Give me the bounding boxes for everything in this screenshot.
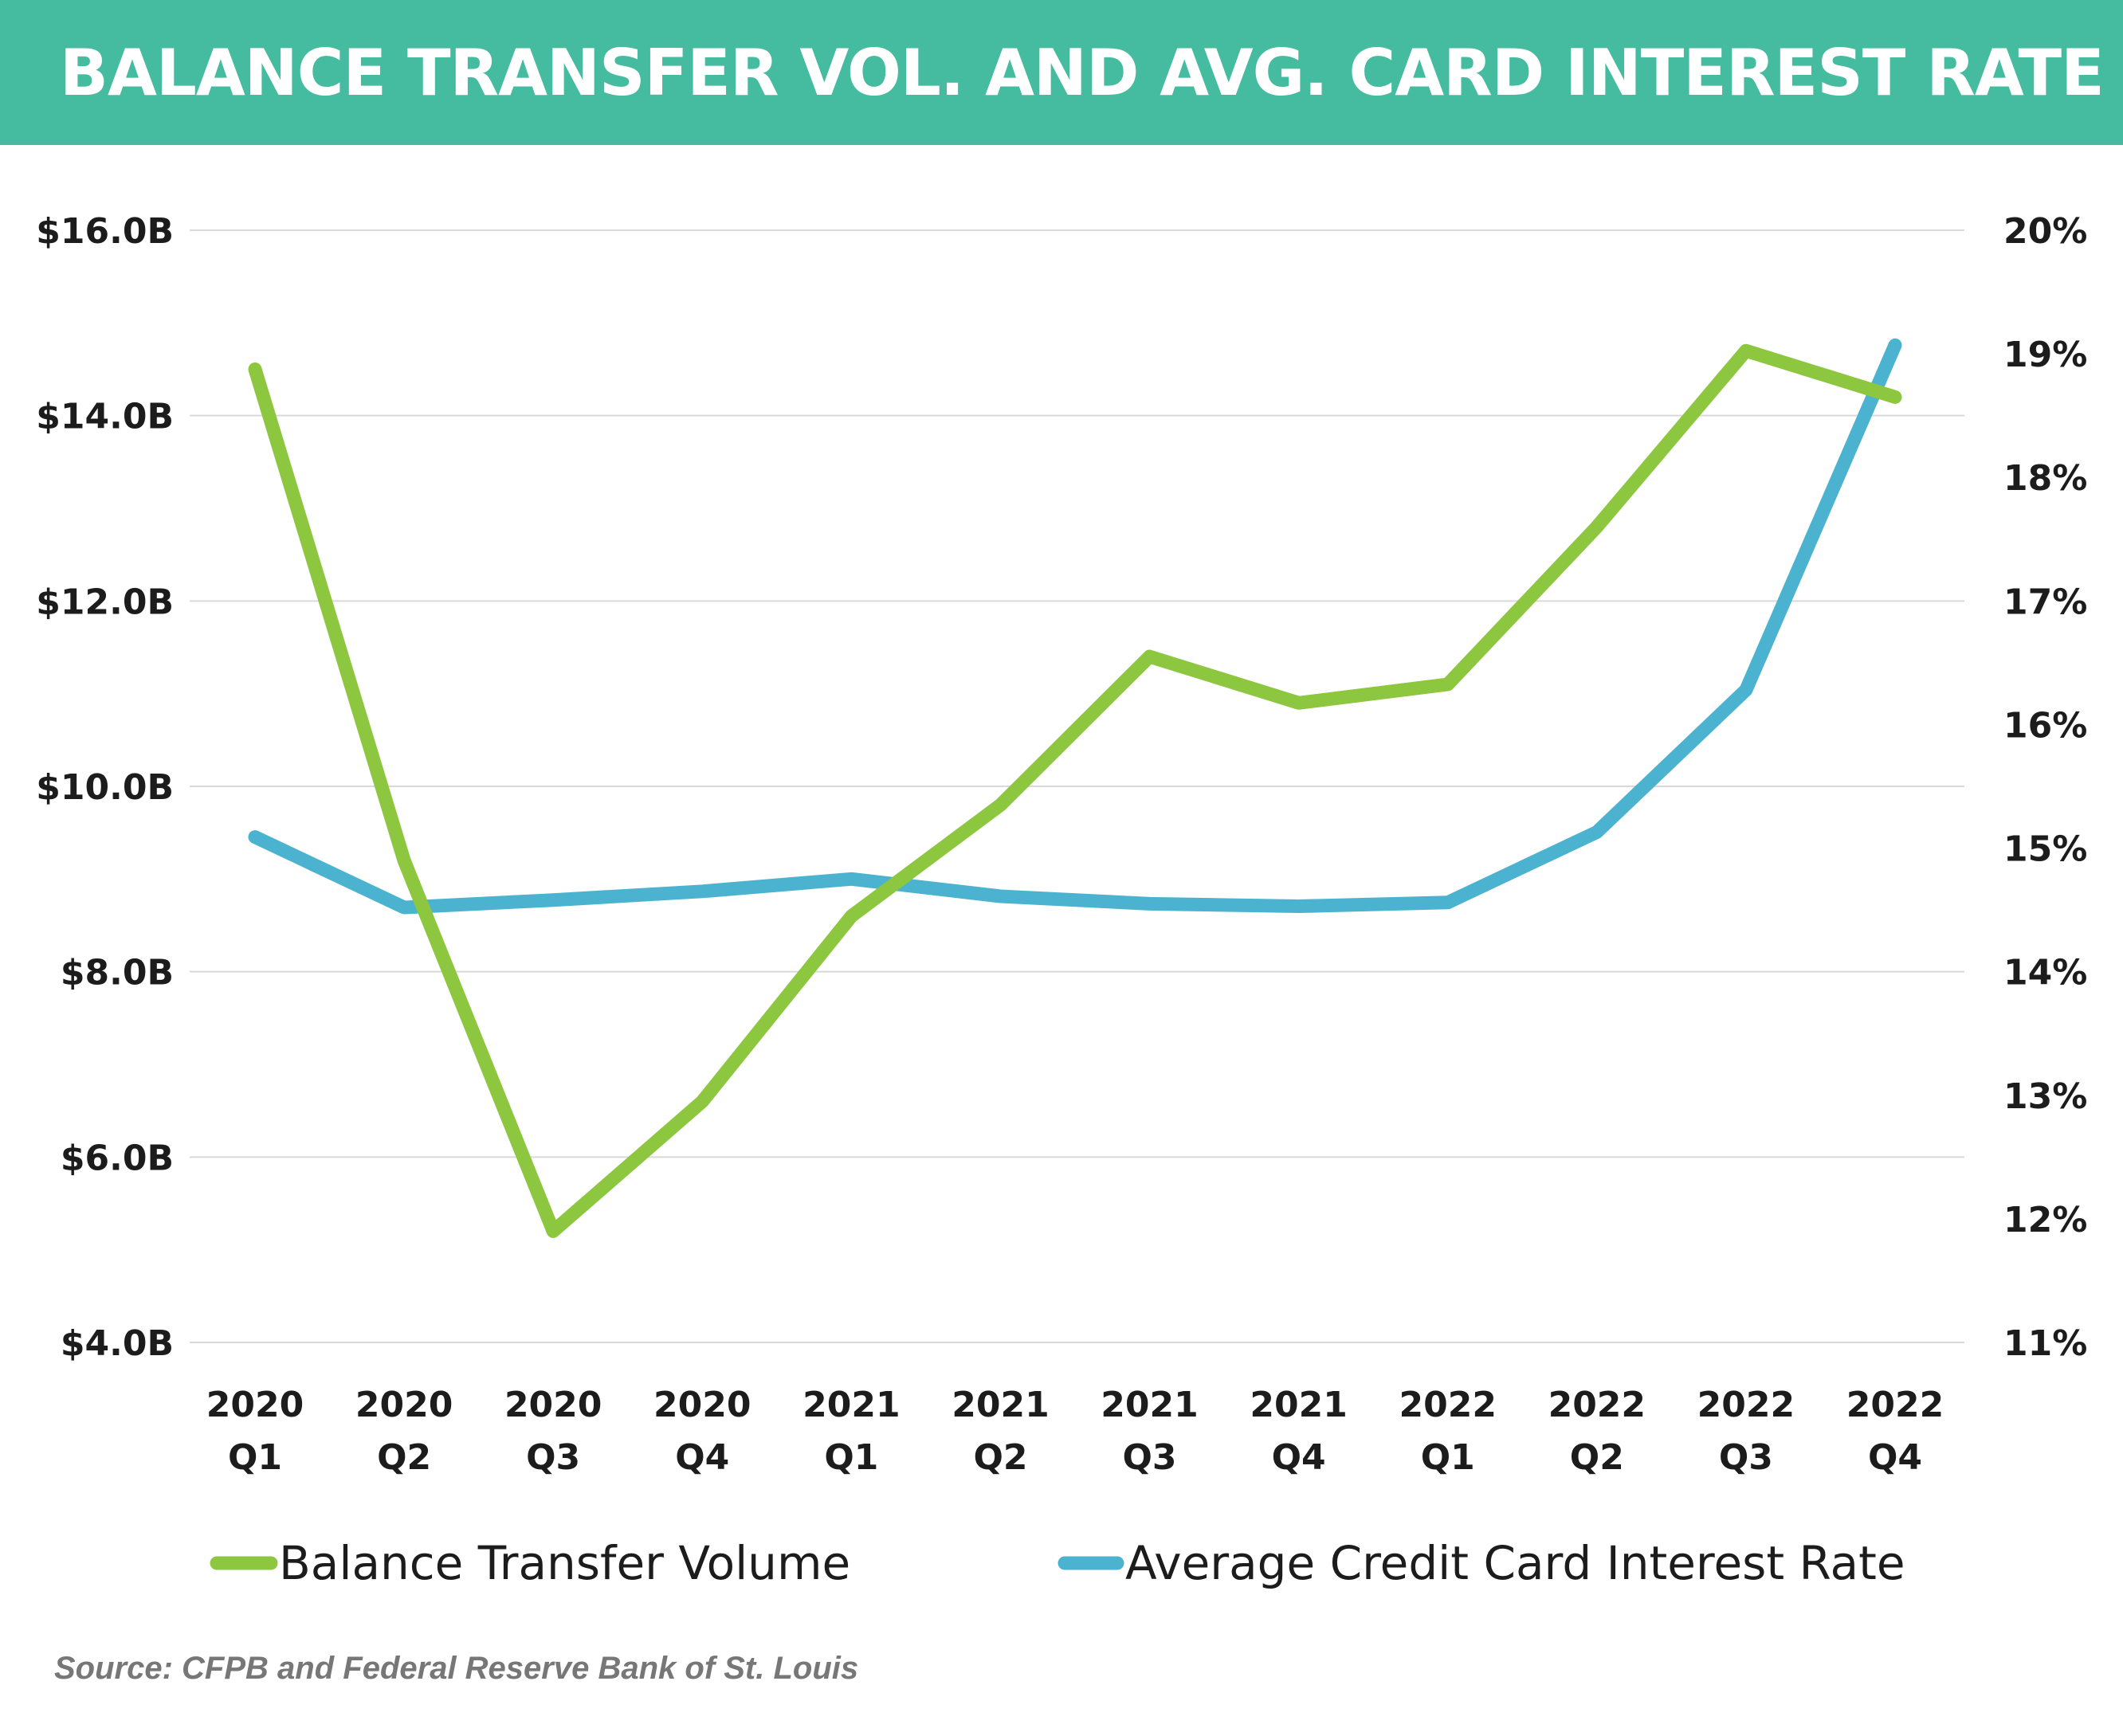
x-tick-label-year-1: 2020 bbox=[355, 1385, 453, 1425]
series-1-point-11 bbox=[1895, 345, 1896, 346]
x-tick-label-year-3: 2020 bbox=[653, 1385, 751, 1425]
x-tick-label-quarter-5: Q2 bbox=[973, 1437, 1027, 1478]
series-1-point-1 bbox=[404, 907, 405, 908]
x-tick-label-year-11: 2022 bbox=[1846, 1385, 1944, 1425]
series-1-point-5 bbox=[1000, 896, 1001, 897]
left-tick-label-2: $8.0B bbox=[61, 953, 174, 993]
series-1-point-6 bbox=[1149, 903, 1150, 904]
right-tick-label-6: 17% bbox=[2003, 582, 2087, 622]
x-tick-label-quarter-7: Q4 bbox=[1272, 1437, 1326, 1478]
x-tick-label-quarter-11: Q4 bbox=[1868, 1437, 1922, 1478]
x-tick-label-year-0: 2020 bbox=[206, 1385, 304, 1425]
x-tick-label-year-7: 2021 bbox=[1250, 1385, 1347, 1425]
x-tick-label-year-10: 2022 bbox=[1697, 1385, 1795, 1425]
series-0-point-11 bbox=[1895, 397, 1896, 398]
legend-label-1: Average Credit Card Interest Rate bbox=[1125, 1536, 1905, 1590]
series-1-point-4 bbox=[851, 879, 852, 880]
x-tick-label-year-5: 2021 bbox=[952, 1385, 1049, 1425]
x-tick-label-quarter-1: Q2 bbox=[377, 1437, 431, 1478]
x-tick-label-quarter-6: Q3 bbox=[1123, 1437, 1177, 1478]
series-1-point-9 bbox=[1596, 832, 1597, 833]
series-1-point-7 bbox=[1298, 906, 1299, 907]
right-tick-label-3: 14% bbox=[2003, 953, 2087, 993]
x-tick-label-quarter-4: Q1 bbox=[824, 1437, 878, 1478]
series-1-point-3 bbox=[702, 891, 703, 892]
series-1-point-8 bbox=[1447, 902, 1448, 903]
right-tick-label-2: 13% bbox=[2003, 1076, 2087, 1117]
right-tick-label-8: 19% bbox=[2003, 335, 2087, 375]
x-tick-label-quarter-9: Q2 bbox=[1570, 1437, 1624, 1478]
left-tick-label-0: $4.0B bbox=[61, 1323, 174, 1364]
series-0-point-0 bbox=[255, 369, 256, 370]
title-bar: BALANCE TRANSFER VOL. AND AVG. CARD INTE… bbox=[0, 0, 2123, 145]
left-tick-label-3: $10.0B bbox=[36, 767, 174, 808]
x-tick-label-year-9: 2022 bbox=[1548, 1385, 1646, 1425]
x-tick-label-quarter-10: Q3 bbox=[1719, 1437, 1773, 1478]
x-tick-label-year-6: 2021 bbox=[1101, 1385, 1198, 1425]
series-0-point-8 bbox=[1447, 684, 1448, 685]
source-note: Source: CFPB and Federal Reserve Bank of… bbox=[54, 1651, 859, 1686]
right-tick-label-9: 20% bbox=[2003, 211, 2087, 252]
series-1-point-2 bbox=[553, 899, 554, 900]
series-0-point-6 bbox=[1149, 656, 1150, 657]
right-tick-label-0: 11% bbox=[2003, 1323, 2087, 1364]
left-tick-label-6: $16.0B bbox=[36, 211, 174, 252]
right-tick-label-5: 16% bbox=[2003, 705, 2087, 746]
left-tick-label-4: $12.0B bbox=[36, 582, 174, 622]
series-1-point-10 bbox=[1745, 690, 1746, 691]
series-line-0 bbox=[248, 343, 1902, 1238]
x-tick-label-year-2: 2020 bbox=[504, 1385, 602, 1425]
x-tick-label-quarter-3: Q4 bbox=[675, 1437, 729, 1478]
left-tick-label-1: $6.0B bbox=[61, 1138, 174, 1178]
series-0-point-4 bbox=[851, 915, 852, 916]
x-tick-label-quarter-2: Q3 bbox=[526, 1437, 580, 1478]
series-0-point-1 bbox=[404, 860, 405, 861]
x-tick-label-year-4: 2021 bbox=[803, 1385, 900, 1425]
right-tick-label-4: 15% bbox=[2003, 829, 2087, 870]
x-tick-label-quarter-0: Q1 bbox=[228, 1437, 282, 1478]
series-0-point-3 bbox=[702, 1101, 703, 1102]
x-tick-label-year-8: 2022 bbox=[1399, 1385, 1496, 1425]
chart-title: BALANCE TRANSFER VOL. AND AVG. CARD INTE… bbox=[60, 35, 2105, 110]
x-tick-label-quarter-8: Q1 bbox=[1421, 1437, 1475, 1478]
series-0-point-2 bbox=[553, 1231, 554, 1232]
series-line-1 bbox=[248, 338, 1902, 915]
left-tick-label-5: $14.0B bbox=[36, 397, 174, 437]
right-tick-label-1: 12% bbox=[2003, 1200, 2087, 1240]
legend-label-0: Balance Transfer Volume bbox=[279, 1536, 850, 1590]
right-tick-label-7: 18% bbox=[2003, 458, 2087, 499]
